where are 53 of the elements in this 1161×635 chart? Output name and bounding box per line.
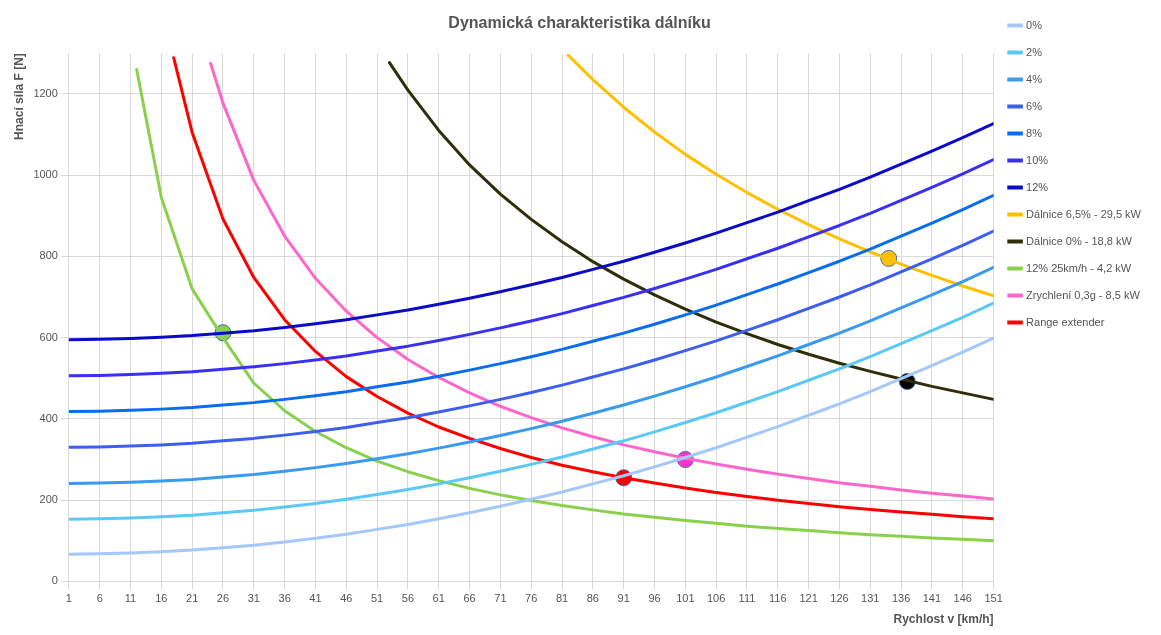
- x-tick-label: 36: [278, 592, 291, 605]
- y-axis-title: Hnací síla F [N]: [11, 53, 26, 140]
- legend-label: 10%: [1026, 153, 1049, 166]
- x-tick-label: 151: [984, 592, 1003, 605]
- chart-title: Dynamická charakteristika dálníku: [448, 14, 711, 32]
- y-tick-label: 1000: [33, 168, 58, 181]
- legend-label: Range extender: [1026, 315, 1105, 328]
- x-tick-label: 141: [922, 592, 942, 605]
- legend-label: 12%: [1026, 180, 1049, 193]
- x-tick-label: 46: [340, 592, 353, 605]
- x-tick-label: 76: [525, 592, 538, 605]
- x-tick-label: 121: [799, 592, 818, 605]
- x-tick-label: 111: [738, 592, 756, 605]
- x-tick-label: 81: [555, 592, 569, 605]
- x-tick-label: 16: [155, 592, 168, 605]
- x-tick-label: 131: [861, 592, 880, 605]
- y-tick-label: 400: [39, 411, 58, 424]
- legend-label: 8%: [1026, 126, 1043, 139]
- x-tick-label: 101: [676, 592, 695, 605]
- x-tick-label: 6: [96, 592, 103, 605]
- x-tick-label: 21: [186, 592, 199, 605]
- x-tick-label: 61: [432, 592, 445, 605]
- legend-label: 0%: [1026, 18, 1043, 31]
- x-tick-label: 86: [586, 592, 599, 605]
- y-tick-label: 800: [39, 249, 58, 262]
- legend-label: Dálnice 6,5% - 29,5 kW: [1026, 207, 1142, 220]
- x-tick-label: 41: [309, 592, 322, 605]
- x-tick-label: 31: [247, 592, 260, 605]
- x-axis-title: Rychlost v [km/h]: [893, 612, 994, 627]
- x-tick-label: 146: [953, 592, 972, 605]
- x-tick-label: 26: [216, 592, 230, 605]
- y-tick-label: 0: [51, 574, 58, 587]
- x-tick-label: 11: [124, 592, 137, 605]
- legend-label: 12% 25km/h - 4,2 kW: [1026, 261, 1132, 274]
- legend-label: 6%: [1026, 99, 1043, 112]
- x-tick-label: 56: [401, 592, 415, 605]
- legend-label: 2%: [1026, 45, 1043, 58]
- legend-label: Dálnice 0% - 18,8 kW: [1026, 234, 1133, 247]
- legend-label: Zrychlení 0,3g - 8,5 kW: [1026, 288, 1141, 301]
- x-tick-label: 71: [494, 592, 507, 605]
- x-tick-label: 106: [706, 592, 726, 605]
- x-tick-label: 136: [891, 592, 911, 605]
- x-tick-label: 66: [463, 592, 476, 605]
- y-tick-label: 600: [39, 330, 58, 343]
- x-tick-label: 116: [769, 592, 787, 605]
- x-tick-label: 51: [370, 592, 384, 605]
- x-tick-label: 91: [617, 592, 630, 605]
- legend-label: 4%: [1026, 72, 1043, 85]
- x-tick-label: 1: [65, 592, 72, 605]
- x-tick-label: 126: [830, 592, 849, 605]
- x-tick-label: 96: [648, 592, 661, 605]
- y-tick-label: 1200: [33, 86, 58, 99]
- y-tick-label: 200: [39, 493, 58, 506]
